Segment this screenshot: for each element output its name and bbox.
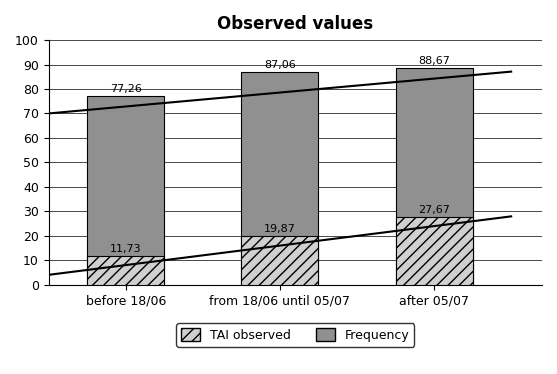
Text: 77,26: 77,26 [110,84,141,94]
Bar [241,72,319,285]
Bar [87,96,164,285]
Text: 11,73: 11,73 [110,244,141,254]
Title: Observed values: Observed values [217,15,373,33]
Bar [395,68,473,285]
Text: 88,67: 88,67 [418,56,450,66]
Text: 87,06: 87,06 [264,60,296,70]
Legend: TAI observed, Frequency: TAI observed, Frequency [176,323,414,347]
Bar [395,217,473,285]
Bar [87,256,164,285]
Text: 27,67: 27,67 [418,205,450,215]
Text: 19,87: 19,87 [264,224,296,234]
Bar [241,236,319,285]
